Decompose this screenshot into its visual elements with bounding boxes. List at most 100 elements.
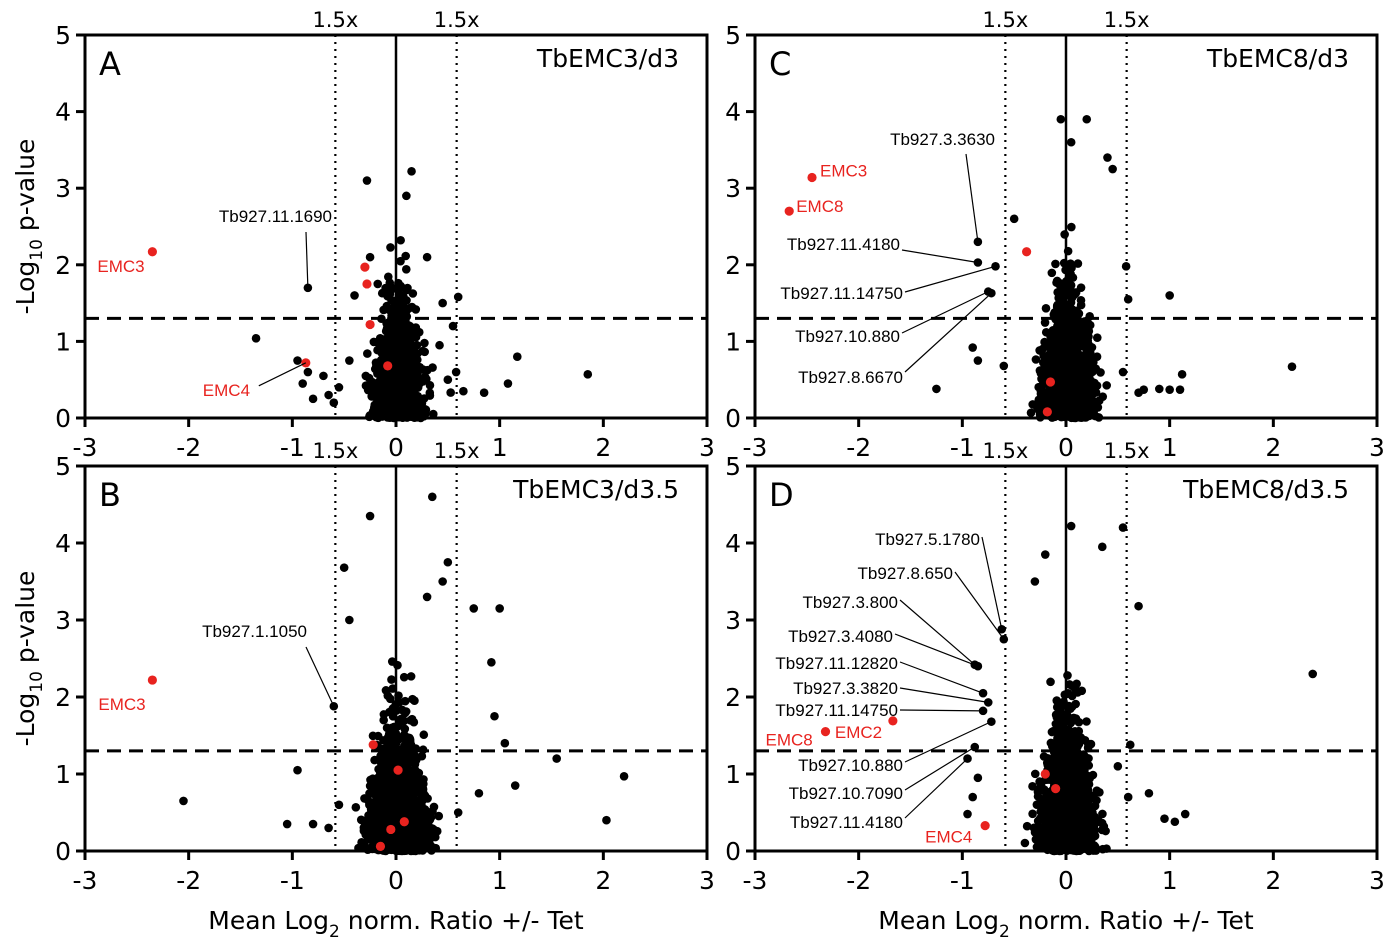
data-point <box>1063 261 1073 271</box>
y-tick-label: 5 <box>55 21 71 50</box>
highlight-label: EMC3 <box>820 161 867 180</box>
data-point <box>384 391 394 401</box>
data-point <box>419 775 428 784</box>
x-tick-label: 1 <box>1162 866 1178 895</box>
data-point <box>1165 291 1174 300</box>
data-point <box>973 356 983 365</box>
x-tick-label: 0 <box>388 433 404 462</box>
x-tick-label: -2 <box>846 866 871 895</box>
x-tick-label: 1 <box>1162 433 1178 462</box>
data-point <box>1177 370 1187 379</box>
data-point <box>430 832 440 842</box>
x-axis-title-part: Mean Log <box>208 906 329 935</box>
data-point <box>383 791 393 801</box>
data-point <box>428 363 437 372</box>
y-tick-label: 0 <box>725 404 741 433</box>
data-point <box>385 289 395 299</box>
data-point <box>420 791 430 800</box>
data-point <box>1041 304 1051 313</box>
x-tick-label: 3 <box>1369 433 1385 462</box>
data-point <box>422 592 432 602</box>
data-point <box>1058 404 1068 414</box>
data-point <box>431 843 441 853</box>
fold-change-label: 1.5x <box>1104 439 1150 463</box>
data-point <box>1071 337 1080 346</box>
data-point <box>387 657 397 666</box>
data-point <box>1076 295 1086 305</box>
data-point <box>512 352 522 362</box>
data-point <box>1060 412 1069 422</box>
data-point <box>438 298 447 308</box>
data-point <box>500 738 510 748</box>
data-point <box>402 296 411 305</box>
data-point <box>386 243 395 252</box>
data-point <box>414 327 424 337</box>
data-point <box>405 361 415 371</box>
data-point <box>395 290 405 300</box>
data-point <box>416 404 426 414</box>
data-point <box>410 696 419 705</box>
y-tick-label: 0 <box>725 837 741 866</box>
data-point <box>378 744 388 754</box>
data-point <box>374 412 384 422</box>
y-tick-label: 4 <box>55 529 71 558</box>
data-point <box>400 696 410 706</box>
data-point <box>401 323 410 332</box>
data-point <box>474 788 484 798</box>
data-point <box>345 615 354 625</box>
data-point <box>459 386 468 396</box>
highlighted-point <box>383 361 393 371</box>
data-point <box>375 793 385 803</box>
data-point <box>503 379 513 388</box>
data-point <box>382 723 392 733</box>
x-tick-label: -1 <box>280 866 305 895</box>
data-point <box>602 815 611 825</box>
data-point <box>379 710 389 719</box>
data-point <box>386 330 395 340</box>
data-point <box>396 343 405 353</box>
data-point <box>1089 385 1099 394</box>
data-point <box>1072 378 1081 388</box>
data-point <box>401 264 411 274</box>
y-axis-title-part: p-value <box>11 139 40 239</box>
data-point <box>435 340 444 350</box>
data-point <box>401 844 411 854</box>
x-tick-label: 2 <box>1265 433 1281 462</box>
x-tick-label: -2 <box>176 866 201 895</box>
data-point <box>251 334 261 343</box>
data-point <box>308 394 318 404</box>
data-point <box>1052 278 1061 287</box>
fold-change-label: 1.5x <box>312 439 358 463</box>
data-point <box>365 252 375 262</box>
panel-title: TbEMC3/d3 <box>536 44 679 73</box>
data-point <box>1082 369 1092 379</box>
data-point <box>1068 328 1077 338</box>
data-point <box>1089 357 1098 367</box>
data-point <box>396 281 405 291</box>
data-point <box>401 826 411 836</box>
y-tick-label: 2 <box>55 251 71 280</box>
y-tick-label: 4 <box>725 98 741 127</box>
data-point <box>407 370 416 380</box>
y-tick-label: 3 <box>55 174 71 203</box>
y-axis-title-part: -Log <box>11 261 40 315</box>
data-point <box>1054 318 1063 328</box>
point-cloud <box>351 657 444 856</box>
data-point <box>392 350 401 360</box>
data-point <box>401 753 411 763</box>
data-point <box>363 844 373 854</box>
x-tick-label: 3 <box>699 866 715 895</box>
highlighted-point <box>368 740 378 750</box>
data-point <box>362 176 372 185</box>
annotation-leader <box>258 362 307 387</box>
y-axis-title-sub: 10 <box>27 671 47 693</box>
highlight-label: EMC4 <box>203 381 250 400</box>
highlighted-point <box>399 817 409 827</box>
data-point <box>1080 409 1090 418</box>
data-point <box>402 306 412 315</box>
y-axis-title-part: p-value <box>11 571 40 671</box>
data-point <box>399 375 409 385</box>
